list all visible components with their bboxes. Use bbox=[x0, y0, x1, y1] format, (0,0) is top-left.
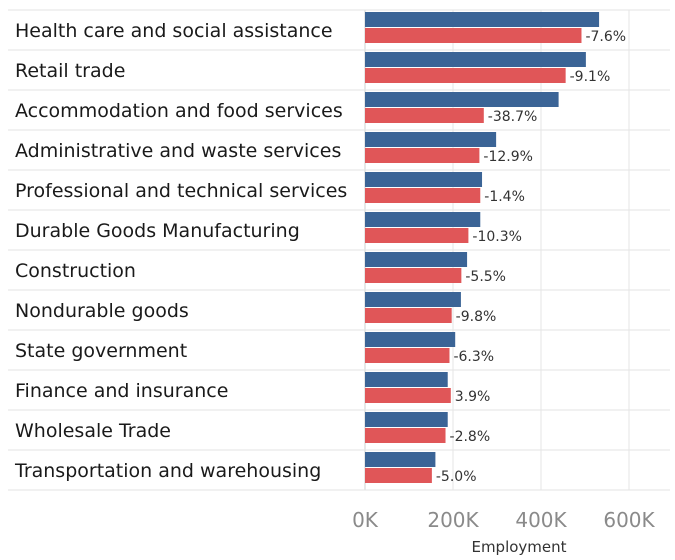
bar-series-1 bbox=[365, 92, 559, 107]
data-label: -5.0% bbox=[436, 469, 477, 485]
data-label: 3.9% bbox=[455, 389, 491, 405]
data-label: -10.3% bbox=[472, 229, 522, 245]
bar-series-1 bbox=[365, 172, 483, 187]
bar-series-2 bbox=[365, 188, 481, 203]
bars bbox=[365, 12, 600, 483]
bar-series-2 bbox=[365, 268, 462, 283]
bar-series-1 bbox=[365, 12, 600, 27]
bar-series-1 bbox=[365, 132, 497, 147]
data-label: -9.8% bbox=[456, 309, 497, 325]
category-label: Nondurable goods bbox=[15, 300, 189, 322]
data-label: -1.4% bbox=[484, 189, 525, 205]
category-label: Transportation and warehousing bbox=[14, 460, 321, 482]
category-label: State government bbox=[15, 340, 187, 362]
category-label: Accommodation and food services bbox=[15, 100, 343, 122]
data-label: -9.1% bbox=[570, 69, 611, 85]
data-label: -7.6% bbox=[585, 29, 626, 45]
category-labels: Health care and social assistance Retail … bbox=[14, 20, 347, 482]
bar-series-1 bbox=[365, 252, 468, 267]
bar-series-1 bbox=[365, 332, 456, 347]
bar-series-2 bbox=[365, 388, 451, 403]
x-tick-label: 200K bbox=[427, 508, 479, 532]
data-label: -6.3% bbox=[453, 349, 494, 365]
bar-series-1 bbox=[365, 52, 586, 67]
category-label: Health care and social assistance bbox=[15, 20, 333, 42]
row-separators bbox=[8, 9, 670, 491]
bar-series-1 bbox=[365, 212, 481, 227]
bar-series-1 bbox=[365, 372, 448, 387]
x-tick-label: 600K bbox=[603, 508, 655, 532]
x-tick-label: 400K bbox=[515, 508, 567, 532]
category-label: Durable Goods Manufacturing bbox=[15, 220, 300, 242]
category-label: Administrative and waste services bbox=[15, 140, 341, 162]
category-label: Wholesale Trade bbox=[15, 420, 171, 442]
bar-series-2 bbox=[365, 468, 432, 483]
bar-series-2 bbox=[365, 308, 452, 323]
bar-series-1 bbox=[365, 292, 461, 307]
x-axis-ticks: 0K 200K 400K 600K bbox=[352, 508, 655, 532]
x-axis-title: Employment bbox=[471, 538, 566, 556]
category-label: Retail trade bbox=[15, 60, 125, 82]
bar-series-2 bbox=[365, 348, 450, 363]
bar-series-2 bbox=[365, 428, 446, 443]
data-labels: -7.6% -9.1% -38.7% -12.9% -1.4% -10.3% -5.5% -9… bbox=[436, 29, 626, 485]
bar-series-1 bbox=[365, 412, 448, 427]
bar-series-2 bbox=[365, 68, 566, 83]
bar-series-2 bbox=[365, 108, 484, 123]
data-label: -12.9% bbox=[483, 149, 533, 165]
data-label: -2.8% bbox=[450, 429, 491, 445]
category-label: Finance and insurance bbox=[15, 380, 228, 402]
x-tick-label: 0K bbox=[352, 508, 379, 532]
category-label: Construction bbox=[15, 260, 136, 282]
bar-series-1 bbox=[365, 452, 436, 467]
data-label: -38.7% bbox=[488, 109, 538, 125]
bar-series-2 bbox=[365, 148, 480, 163]
category-label: Professional and technical services bbox=[15, 180, 347, 202]
data-label: -5.5% bbox=[465, 269, 506, 285]
bar-series-2 bbox=[365, 228, 469, 243]
bar-series-2 bbox=[365, 28, 582, 43]
